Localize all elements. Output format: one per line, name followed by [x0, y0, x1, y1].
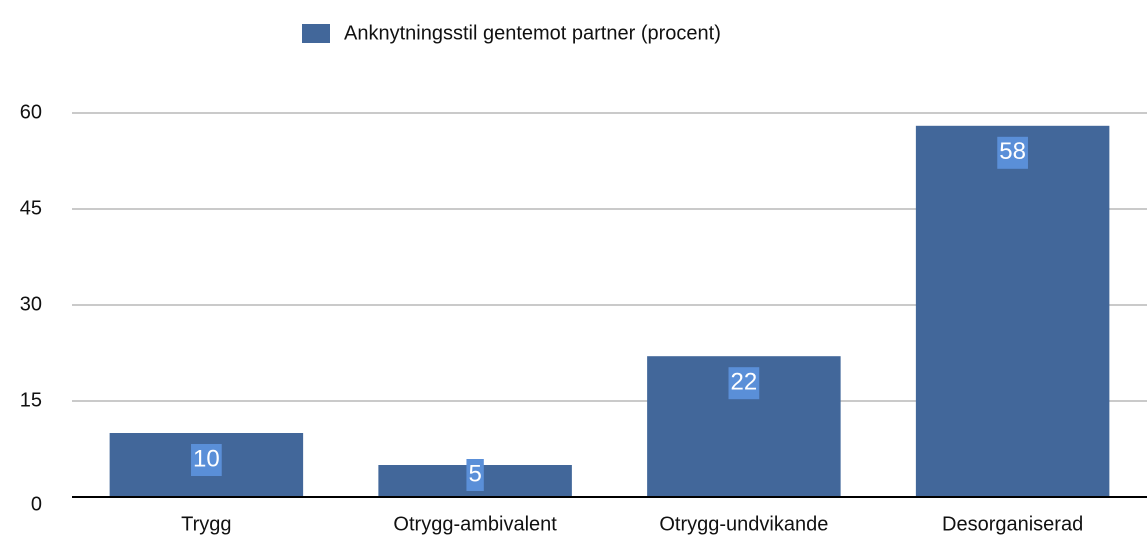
x-tick-label: Desorganiserad — [942, 513, 1083, 535]
value-label: 22 — [731, 369, 758, 396]
value-label-bg — [997, 136, 1028, 169]
value-label-bg — [466, 459, 484, 491]
y-tick-label: 45 — [20, 197, 42, 219]
x-tick-label: Otrygg-undvikande — [659, 513, 828, 535]
value-label: 10 — [193, 445, 220, 472]
legend-swatch — [302, 24, 330, 43]
value-label-bg — [728, 367, 760, 400]
bar — [915, 125, 1110, 498]
y-tick-label: 60 — [20, 101, 42, 123]
value-label: 5 — [468, 460, 481, 487]
y-tick-label: 30 — [20, 293, 42, 315]
x-tick-label: Otrygg-ambivalent — [393, 513, 557, 535]
value-label-bg — [191, 444, 222, 476]
y-tick-label: 0 — [31, 493, 42, 515]
value-label: 58 — [999, 138, 1026, 165]
legend-label: Anknytningsstil gentemot partner (procen… — [344, 22, 721, 44]
x-tick-label: Trygg — [181, 513, 231, 535]
y-tick-label: 15 — [20, 389, 42, 411]
